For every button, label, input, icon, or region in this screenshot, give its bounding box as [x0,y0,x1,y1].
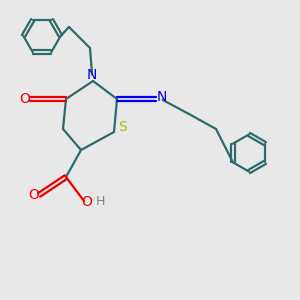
Text: H: H [96,195,105,208]
Text: O: O [81,195,92,209]
Text: O: O [28,188,39,202]
Text: N: N [86,68,97,82]
Text: S: S [118,121,127,134]
Text: N: N [156,90,167,104]
Text: O: O [19,92,30,106]
